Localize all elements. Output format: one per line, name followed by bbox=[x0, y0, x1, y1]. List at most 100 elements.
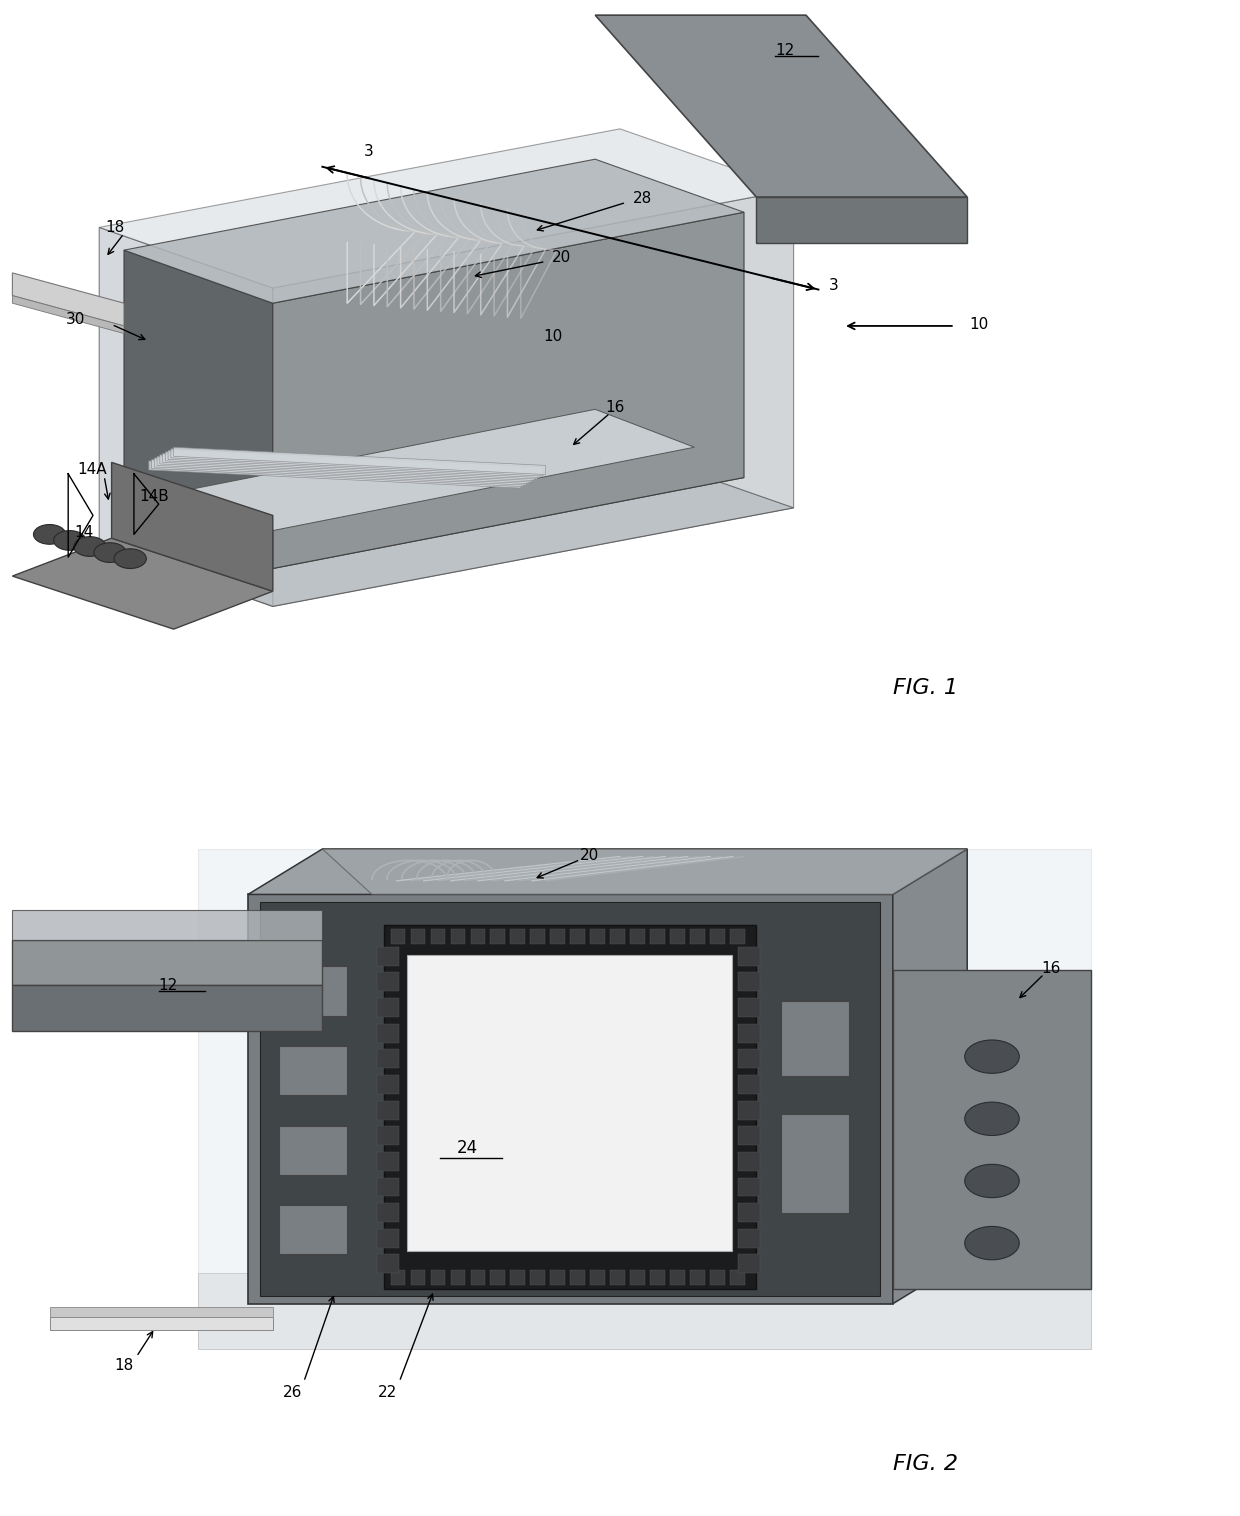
Polygon shape bbox=[738, 1101, 760, 1119]
Polygon shape bbox=[531, 928, 546, 943]
Text: FIG. 1: FIG. 1 bbox=[893, 678, 957, 699]
Polygon shape bbox=[595, 15, 967, 197]
Polygon shape bbox=[154, 458, 526, 485]
Polygon shape bbox=[610, 928, 625, 943]
Polygon shape bbox=[322, 849, 967, 894]
Polygon shape bbox=[377, 998, 399, 1017]
Polygon shape bbox=[671, 928, 686, 943]
Polygon shape bbox=[198, 1273, 1091, 1349]
Polygon shape bbox=[711, 928, 725, 943]
Polygon shape bbox=[171, 449, 543, 476]
Polygon shape bbox=[377, 972, 399, 991]
Polygon shape bbox=[151, 459, 523, 487]
Polygon shape bbox=[781, 1114, 849, 1213]
Polygon shape bbox=[738, 1178, 760, 1196]
Circle shape bbox=[965, 1040, 1019, 1073]
Polygon shape bbox=[470, 1270, 485, 1286]
Polygon shape bbox=[491, 1270, 506, 1286]
Polygon shape bbox=[198, 849, 1091, 1349]
Polygon shape bbox=[50, 1307, 273, 1317]
Polygon shape bbox=[738, 998, 760, 1017]
Polygon shape bbox=[279, 967, 347, 1016]
Polygon shape bbox=[12, 940, 322, 985]
Polygon shape bbox=[511, 928, 526, 943]
Polygon shape bbox=[99, 129, 794, 288]
Polygon shape bbox=[174, 409, 694, 531]
Polygon shape bbox=[260, 902, 880, 1296]
Circle shape bbox=[965, 1226, 1019, 1260]
Polygon shape bbox=[377, 1101, 399, 1119]
Text: 14A: 14A bbox=[77, 462, 107, 478]
Polygon shape bbox=[273, 212, 744, 568]
Text: 10: 10 bbox=[970, 317, 990, 332]
Polygon shape bbox=[738, 1049, 760, 1069]
Polygon shape bbox=[99, 227, 273, 606]
Polygon shape bbox=[162, 453, 534, 481]
Text: 30: 30 bbox=[66, 312, 86, 327]
Polygon shape bbox=[730, 1270, 745, 1286]
Polygon shape bbox=[384, 925, 756, 1289]
Polygon shape bbox=[377, 1255, 399, 1273]
Polygon shape bbox=[279, 1125, 347, 1175]
Polygon shape bbox=[738, 1126, 760, 1145]
Text: 3: 3 bbox=[828, 277, 838, 293]
Text: 14B: 14B bbox=[139, 490, 169, 503]
Polygon shape bbox=[279, 1205, 347, 1255]
Polygon shape bbox=[99, 447, 794, 606]
Circle shape bbox=[965, 1102, 1019, 1135]
Polygon shape bbox=[50, 1317, 273, 1330]
Polygon shape bbox=[630, 1270, 645, 1286]
Circle shape bbox=[114, 549, 146, 568]
Circle shape bbox=[74, 537, 107, 556]
Polygon shape bbox=[377, 946, 399, 966]
Text: 14: 14 bbox=[74, 525, 94, 540]
Polygon shape bbox=[893, 849, 967, 1304]
Text: 20: 20 bbox=[580, 847, 600, 863]
Polygon shape bbox=[391, 928, 405, 943]
Polygon shape bbox=[149, 461, 521, 488]
Polygon shape bbox=[738, 972, 760, 991]
Circle shape bbox=[965, 1164, 1019, 1198]
Text: 22: 22 bbox=[378, 1386, 398, 1399]
Polygon shape bbox=[738, 1229, 760, 1248]
Polygon shape bbox=[570, 928, 585, 943]
Polygon shape bbox=[738, 946, 760, 966]
Text: 3: 3 bbox=[363, 144, 373, 159]
Text: 24: 24 bbox=[456, 1140, 479, 1157]
Polygon shape bbox=[248, 849, 967, 894]
Polygon shape bbox=[377, 1152, 399, 1170]
Polygon shape bbox=[12, 910, 322, 940]
Polygon shape bbox=[671, 1270, 686, 1286]
Polygon shape bbox=[157, 456, 529, 484]
Polygon shape bbox=[711, 1270, 725, 1286]
Polygon shape bbox=[12, 273, 124, 326]
Text: FIG. 2: FIG. 2 bbox=[893, 1454, 957, 1475]
Polygon shape bbox=[691, 1270, 706, 1286]
Polygon shape bbox=[377, 1204, 399, 1222]
Text: 16: 16 bbox=[605, 400, 625, 415]
Polygon shape bbox=[650, 928, 665, 943]
Circle shape bbox=[33, 525, 66, 544]
Polygon shape bbox=[124, 424, 744, 568]
Polygon shape bbox=[610, 1270, 625, 1286]
Polygon shape bbox=[410, 1270, 425, 1286]
Polygon shape bbox=[12, 538, 273, 629]
Polygon shape bbox=[377, 1178, 399, 1196]
Polygon shape bbox=[279, 1046, 347, 1095]
Polygon shape bbox=[160, 455, 532, 482]
Polygon shape bbox=[893, 970, 1091, 1289]
Polygon shape bbox=[377, 1075, 399, 1095]
Polygon shape bbox=[738, 1075, 760, 1095]
Circle shape bbox=[94, 543, 126, 562]
Polygon shape bbox=[630, 928, 645, 943]
Text: 10: 10 bbox=[543, 329, 563, 344]
Polygon shape bbox=[165, 452, 537, 479]
Circle shape bbox=[53, 531, 86, 550]
Polygon shape bbox=[407, 955, 732, 1251]
Text: 12: 12 bbox=[159, 978, 179, 993]
Polygon shape bbox=[781, 1001, 849, 1076]
Polygon shape bbox=[377, 1049, 399, 1069]
Polygon shape bbox=[377, 1023, 399, 1043]
Polygon shape bbox=[570, 1270, 585, 1286]
Polygon shape bbox=[430, 1270, 445, 1286]
